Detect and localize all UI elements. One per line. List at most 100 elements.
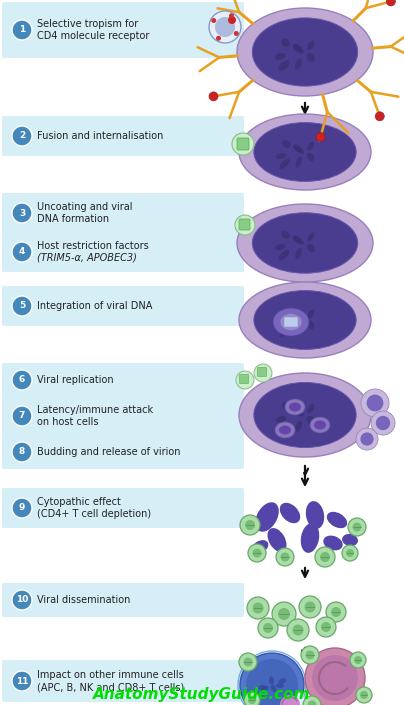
Circle shape [342,545,358,561]
Circle shape [209,92,218,101]
FancyBboxPatch shape [2,660,244,702]
Circle shape [354,656,362,664]
Circle shape [12,296,32,316]
Circle shape [360,432,374,446]
Ellipse shape [275,244,285,250]
Ellipse shape [301,523,319,553]
Ellipse shape [261,686,269,692]
Circle shape [375,112,384,121]
FancyBboxPatch shape [2,116,244,156]
Circle shape [244,658,252,666]
Circle shape [12,242,32,262]
Ellipse shape [267,528,286,552]
Ellipse shape [307,152,314,161]
Circle shape [292,625,303,635]
Text: Cytopathic effect: Cytopathic effect [37,497,121,507]
Ellipse shape [275,53,286,60]
Circle shape [305,601,316,613]
Ellipse shape [254,123,356,181]
Circle shape [326,602,346,622]
Circle shape [240,653,304,705]
Ellipse shape [296,325,302,336]
Ellipse shape [279,678,286,684]
Circle shape [252,603,263,613]
Circle shape [274,689,306,705]
Circle shape [366,395,383,412]
Circle shape [12,498,32,518]
FancyBboxPatch shape [2,363,244,397]
Circle shape [303,696,321,705]
Circle shape [258,618,278,638]
Text: Budding and release of virion: Budding and release of virion [37,447,181,457]
Ellipse shape [282,140,290,148]
Ellipse shape [239,114,371,190]
Circle shape [316,617,336,637]
FancyBboxPatch shape [2,583,244,617]
Circle shape [272,602,296,626]
Ellipse shape [293,407,302,415]
FancyBboxPatch shape [2,2,244,58]
Ellipse shape [296,157,302,168]
Circle shape [301,646,319,664]
Ellipse shape [293,236,304,245]
Ellipse shape [310,417,330,433]
Ellipse shape [293,145,302,152]
Text: Integration of viral DNA: Integration of viral DNA [37,301,152,311]
Circle shape [252,548,261,558]
FancyBboxPatch shape [284,317,298,327]
Text: 9: 9 [19,503,25,513]
Circle shape [246,659,298,705]
Text: Host restriction factors: Host restriction factors [37,241,149,251]
Circle shape [254,364,272,382]
Ellipse shape [252,540,268,554]
Ellipse shape [307,309,314,319]
Circle shape [331,607,341,617]
Text: Impact on other immune cells: Impact on other immune cells [37,670,184,680]
Ellipse shape [237,8,373,96]
Ellipse shape [258,685,266,690]
FancyBboxPatch shape [2,232,244,272]
Ellipse shape [239,282,371,358]
Circle shape [320,552,330,562]
Circle shape [305,651,314,659]
Ellipse shape [255,502,279,532]
Text: 4: 4 [19,247,25,257]
Ellipse shape [307,416,315,425]
Text: Viral dissemination: Viral dissemination [37,595,130,605]
Circle shape [263,623,273,633]
Ellipse shape [307,53,315,62]
FancyBboxPatch shape [2,435,244,469]
Circle shape [287,619,309,641]
Circle shape [248,696,256,704]
Circle shape [360,691,368,699]
Circle shape [346,549,354,557]
Text: (APC, B, NK and CD8+ T cells): (APC, B, NK and CD8+ T cells) [37,682,184,692]
Ellipse shape [254,382,356,448]
Ellipse shape [323,536,343,551]
Circle shape [312,655,358,701]
Circle shape [321,622,331,632]
Circle shape [276,548,294,566]
Circle shape [371,411,395,435]
Circle shape [215,17,235,37]
Ellipse shape [307,233,314,242]
Circle shape [12,671,32,691]
Circle shape [232,133,254,155]
FancyBboxPatch shape [257,367,267,376]
Ellipse shape [281,39,290,47]
FancyBboxPatch shape [2,396,244,436]
Circle shape [235,215,255,235]
Ellipse shape [289,403,301,412]
Ellipse shape [307,404,314,413]
Ellipse shape [293,312,302,321]
Circle shape [278,608,290,620]
Ellipse shape [275,422,295,438]
Circle shape [316,133,325,142]
Circle shape [248,544,266,562]
Circle shape [12,203,32,223]
Ellipse shape [276,416,286,423]
Ellipse shape [307,142,314,151]
Ellipse shape [279,250,289,260]
Circle shape [12,126,32,146]
Ellipse shape [239,373,371,457]
